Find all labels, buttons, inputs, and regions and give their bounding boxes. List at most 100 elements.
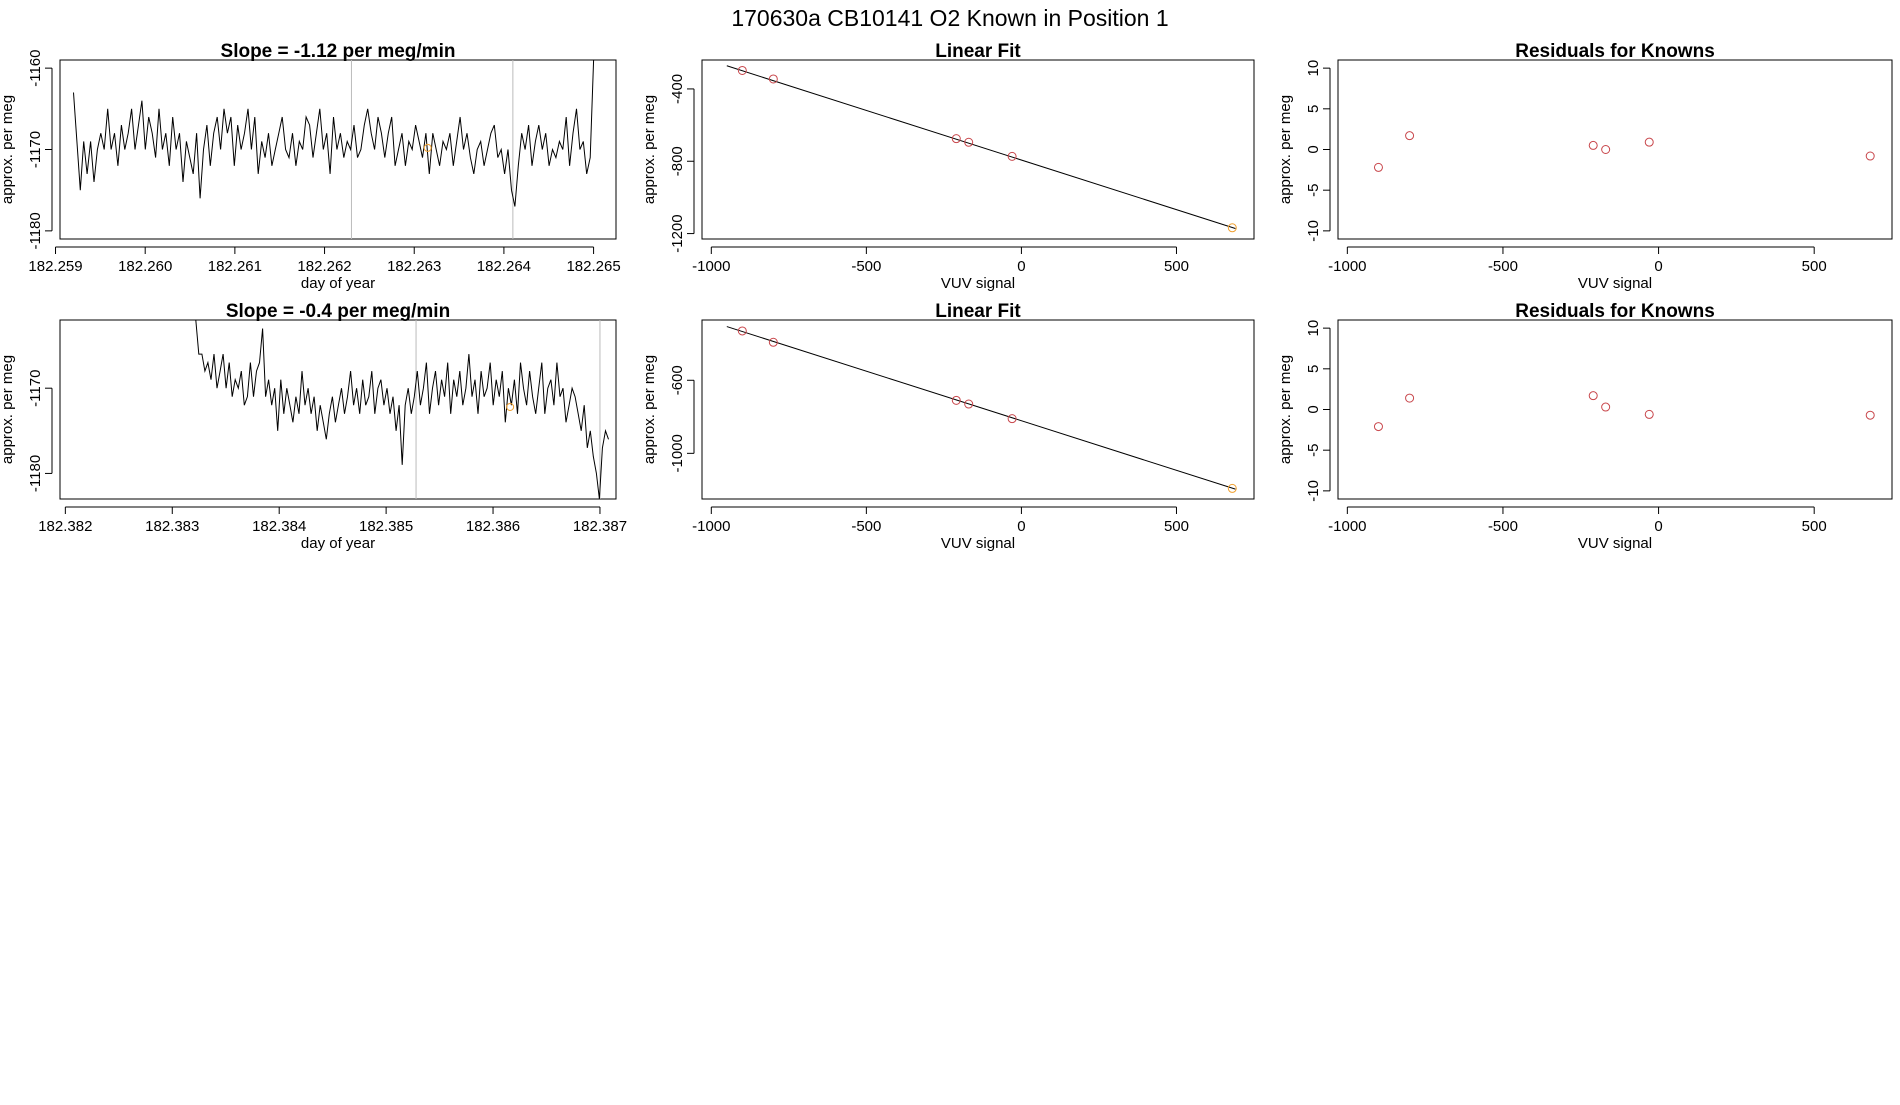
data-point [1405,393,1415,403]
x-tick-label: -1000 [692,258,730,275]
x-tick-label: -1000 [1328,258,1366,275]
y-tick-label: -5 [1305,444,1322,457]
panel-fit2: Linear Fit -1000 -500 0 500 VUV signal -600 -10… [641,301,1255,552]
plot-frame [1337,319,1893,500]
y-tick-label: 10 [1305,320,1322,337]
y-tick-label: -800 [669,146,686,176]
plot-title: Residuals for Knowns [1515,41,1715,62]
x-tick-label: -500 [1488,258,1518,275]
data-point [1007,414,1017,424]
fit-line [726,65,1236,229]
x-tick-label: 182.264 [477,258,531,275]
x-axis-label: day of year [301,275,375,292]
data-point [1007,151,1017,161]
y-tick-label: -1200 [669,214,686,252]
plot-frame [1337,59,1893,240]
data-point [1865,151,1875,161]
x-tick-label: -1000 [1328,518,1366,535]
plots: Slope = -1.12 per meg/min 182.259 182.260 1… [0,41,1893,552]
x-axis-label: VUV signal [1578,275,1652,292]
data-point [768,74,778,84]
panel-ts1: Slope = -1.12 per meg/min 182.259 182.260 1… [0,41,621,292]
data-point [951,395,961,405]
panel-res1: Residuals for Knowns -1000 -500 0 500 VUV sig… [1277,41,1893,292]
y-tick-label: -1170 [27,370,44,407]
data-point [1865,410,1875,420]
main-title: 170630a CB10141 O2 Known in Position 1 [731,5,1168,31]
x-tick-label: -500 [851,518,881,535]
x-tick-label: 0 [1654,258,1662,275]
x-tick-label: -500 [1488,518,1518,535]
plot-frame [59,59,617,240]
panel-res2: Residuals for Knowns -1000 -500 0 500 VUV sig… [1277,301,1893,552]
plot-title: Slope = -0.4 per meg/min [226,301,450,322]
x-axis-label: day of year [301,535,375,552]
x-tick-label: 182.382 [38,518,92,535]
data-point [1588,140,1598,150]
y-axis-label: approx. per meg [1277,95,1294,204]
plot-title: Linear Fit [935,301,1021,322]
x-tick-label: 182.263 [387,258,441,275]
x-tick-label: 182.260 [118,258,172,275]
plot-data [726,65,1237,233]
data-point [951,134,961,144]
y-tick-label: 10 [1305,60,1322,77]
x-tick-label: 0 [1017,258,1025,275]
x-tick-label: 182.384 [252,518,306,535]
series-line [195,320,609,499]
plot-data [73,60,595,239]
data-point [768,337,778,347]
data-point [1601,145,1611,154]
plot-data [1373,131,1875,172]
y-axis-label: approx. per meg [1277,355,1294,464]
y-tick-label: -5 [1305,184,1322,197]
highlight-point [506,402,515,411]
x-axis-label: VUV signal [941,275,1015,292]
y-axis-label: approx. per meg [0,355,16,464]
y-tick-label: -1180 [27,455,44,492]
data-point [964,399,974,409]
highlight-point [423,143,432,152]
x-tick-label: 500 [1802,258,1827,275]
data-point [737,326,747,336]
y-axis-label: approx. per meg [0,95,16,204]
x-tick-label: 182.262 [297,258,351,275]
data-point [1373,422,1383,432]
data-point [737,65,747,75]
y-tick-label: -400 [669,74,686,104]
plot-title: Linear Fit [935,41,1021,62]
data-point [1373,162,1383,172]
x-tick-label: 0 [1654,518,1662,535]
x-tick-label: 500 [1164,518,1189,535]
data-point [964,137,974,147]
y-tick-label: -1170 [27,131,44,168]
y-tick-label: -1160 [27,50,44,87]
plot-title: Slope = -1.12 per meg/min [221,41,456,62]
x-tick-label: 0 [1017,518,1025,535]
data-point [1588,391,1598,401]
data-point [1644,137,1654,147]
plot-data [726,326,1237,493]
x-tick-label: -1000 [692,518,730,535]
data-point [1601,402,1611,412]
plot-frame [59,319,617,500]
plot-frame [701,319,1255,500]
plot-data [195,320,609,499]
x-axis-label: VUV signal [941,535,1015,552]
y-tick-label: -1180 [27,212,44,249]
y-tick-label: -10 [1305,480,1322,502]
series-line [73,60,595,207]
x-axis-label: VUV signal [1578,535,1652,552]
y-tick-label: -10 [1305,220,1322,242]
plot-frame [701,59,1255,240]
plot-title: Residuals for Knowns [1515,301,1715,322]
data-point [1405,131,1415,141]
y-tick-label: 0 [1305,405,1322,413]
panel-fit1: Linear Fit -1000 -500 0 500 VUV signal -400 -80… [641,41,1255,292]
x-tick-label: 500 [1164,258,1189,275]
y-tick-label: 0 [1305,145,1322,153]
x-tick-label: 182.261 [208,258,262,275]
data-point [1644,409,1654,419]
y-tick-label: -600 [669,365,686,395]
